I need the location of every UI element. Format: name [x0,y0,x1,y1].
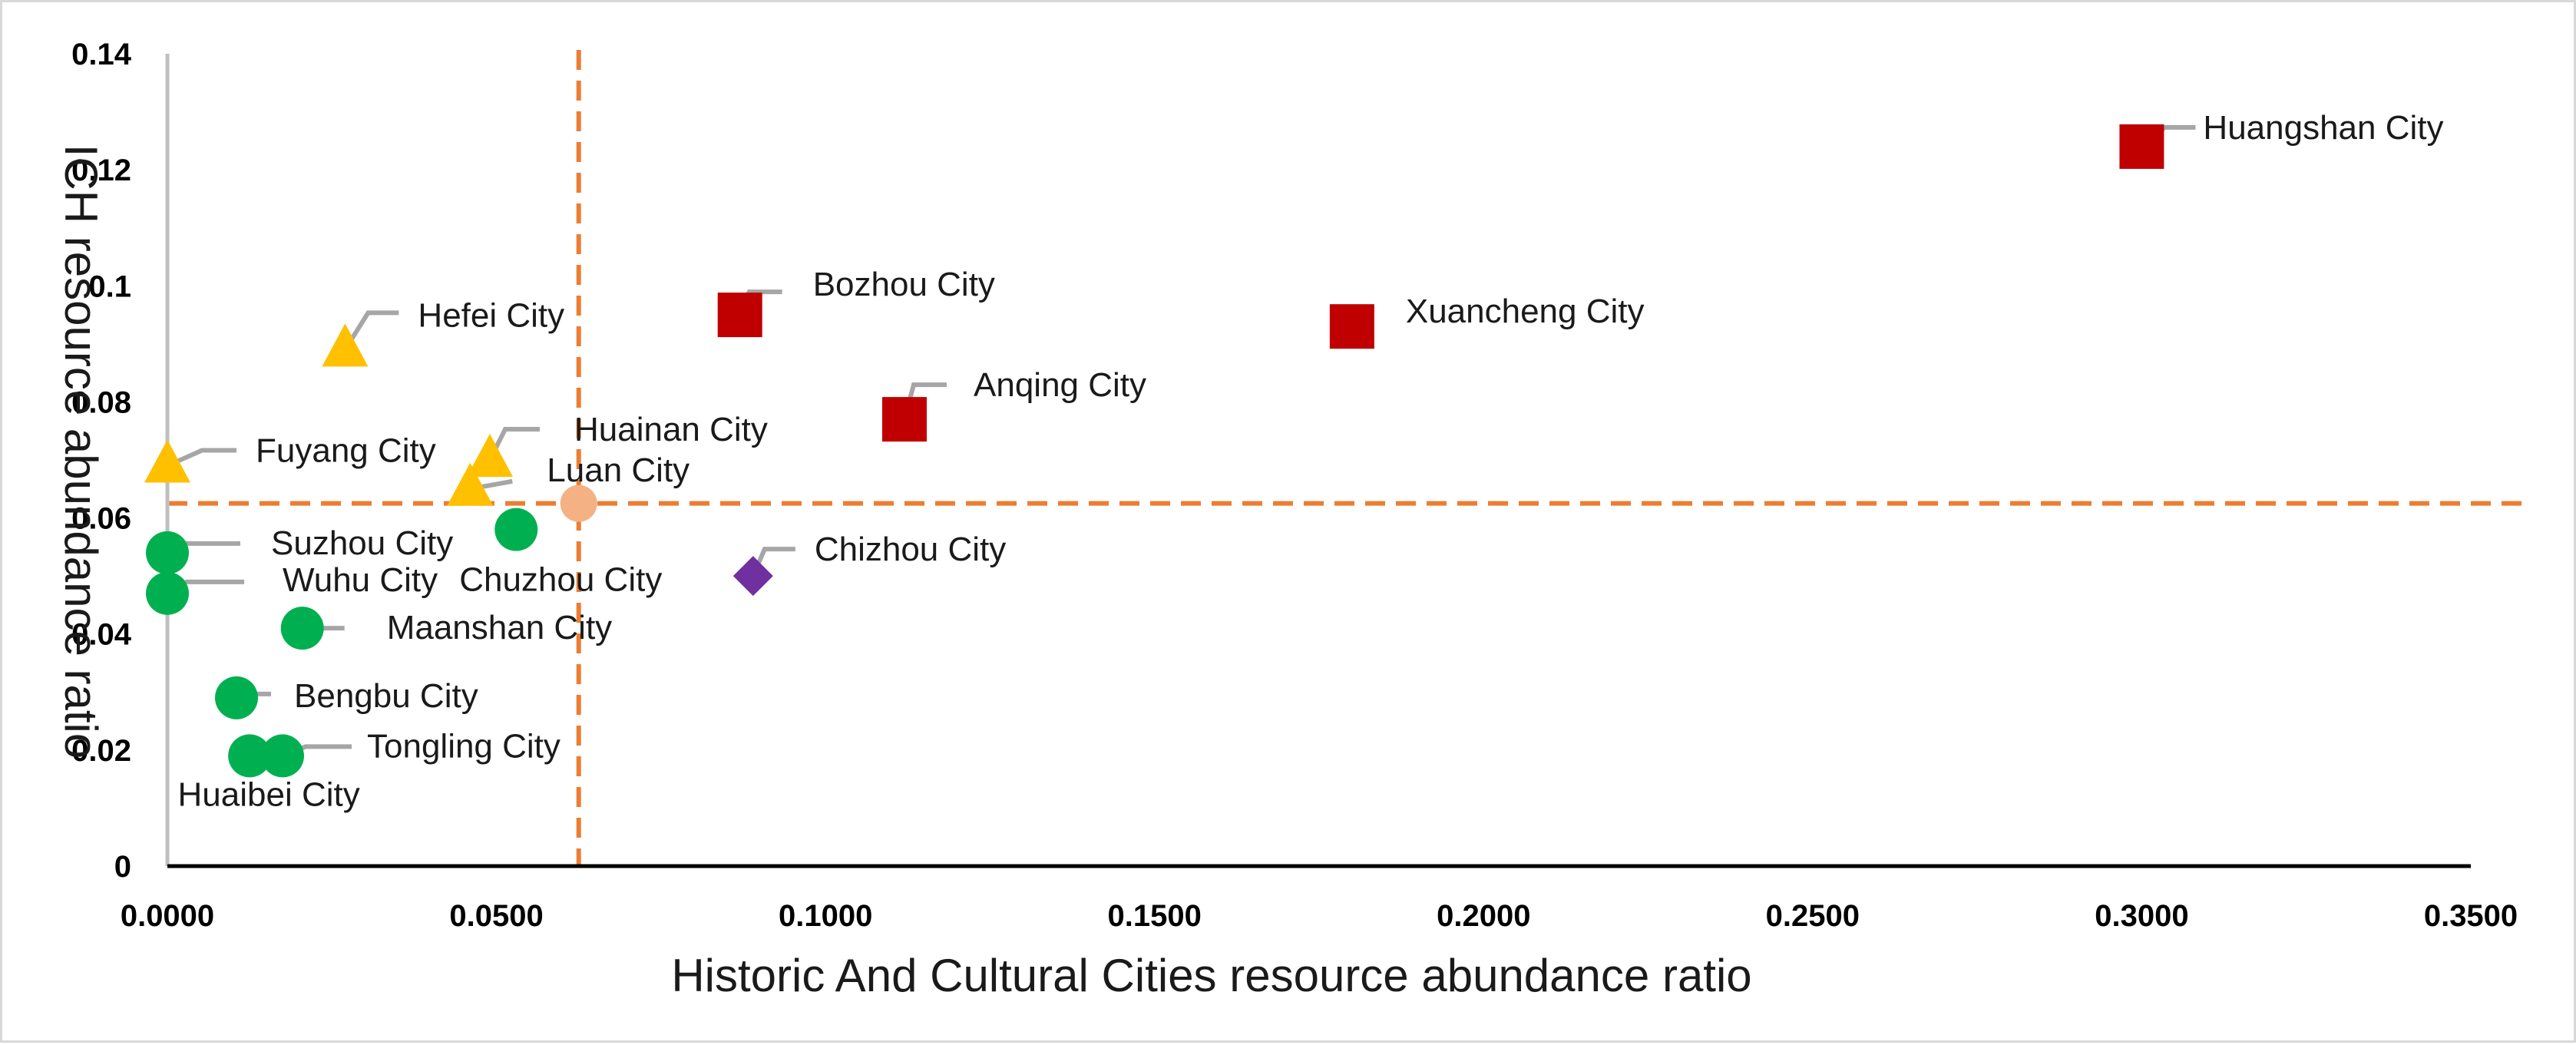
y-tick-label: 0.02 [71,734,131,768]
point-label-fuyang-city: Fuyang City [256,432,436,470]
marker-maanshan-city [280,607,324,650]
y-tick-label: 0 [114,850,131,884]
marker-suzhou-city [146,531,189,574]
y-tick-label: 0.04 [71,618,132,652]
x-tick-label: 0.2500 [1766,899,1860,933]
x-tick-label: 0.0500 [449,899,543,933]
point-label-luan-city: Luan City [547,451,689,489]
point-label-chuzhou-city: Chuzhou City [459,561,662,599]
y-tick-labels: 0 0.02 0.04 0.06 0.08 0.1 0.12 0.14 [71,38,132,884]
point-label-huainan-city: Huainan City [574,411,768,448]
reference-lines [167,50,2525,866]
marker-huainan-city [467,434,513,477]
marker-bengbu-city [215,676,258,719]
x-tick-label: 0.0000 [121,899,214,933]
marker-tongling-city [261,734,304,778]
y-tick-label: 0.1 [88,270,131,303]
point-label-huaibei-city: Huaibei City [178,775,360,813]
point-label-huangshan-city: Huangshan City [2203,109,2443,147]
marker-wuhu-city [146,571,189,615]
point-label-hefei-city: Hefei City [418,296,564,334]
marker-xuancheng-city [1329,304,1374,349]
point-label-anqing-city: Anqing City [974,366,1146,404]
marker-chuzhou-city [494,508,538,551]
y-tick-label: 0.12 [71,154,131,187]
point-label-bozhou-city: Bozhou City [813,266,995,303]
point-label-maanshan-city: Maanshan City [387,609,612,647]
x-tick-labels: 0.0000 0.0500 0.1000 0.1500 0.2000 0.2500 0.30… [121,899,2518,933]
point-label-xuancheng-city: Xuancheng City [1406,293,1645,330]
marker-huaibei-city [228,734,272,778]
marker-hefei-city [322,323,369,367]
point-label-suzhou-city: Suzhou City [271,524,453,562]
y-tick-label: 0.14 [71,38,132,71]
data-markers [144,124,2164,778]
y-axis-title: ICH resource abundance ratio [55,144,107,759]
marker-anqing-city [882,397,927,442]
point-label-bengbu-city: Bengbu City [294,677,478,715]
point-label-tongling-city: Tongling City [367,727,561,765]
x-tick-label: 0.1500 [1108,899,1202,933]
marker-luan-city [447,462,494,506]
point-labels: Huangshan City Xuancheng City Bozhou City A… [178,109,2444,814]
x-tick-label: 0.1000 [779,899,872,933]
center-point-marker [560,484,597,522]
marker-fuyang-city [144,439,190,483]
x-tick-label: 0.3000 [2095,899,2188,933]
point-label-chizhou-city: Chizhou City [815,531,1006,568]
x-tick-label: 0.3500 [2424,899,2518,933]
x-axis-title: Historic And Cultural Cities resource ab… [671,950,1751,1001]
leader-line-hefei-city [342,310,399,352]
marker-chizhou-city [732,556,773,597]
y-tick-label: 0.08 [71,385,131,419]
x-tick-label: 0.2000 [1437,899,1530,933]
label-leader-lines [166,124,2196,759]
y-tick-label: 0.06 [71,502,131,536]
leader-line-fuyang-city [166,448,236,468]
point-label-wuhu-city: Wuhu City [283,561,438,599]
marker-bozhou-city [717,293,762,338]
marker-huangshan-city [2119,124,2164,169]
